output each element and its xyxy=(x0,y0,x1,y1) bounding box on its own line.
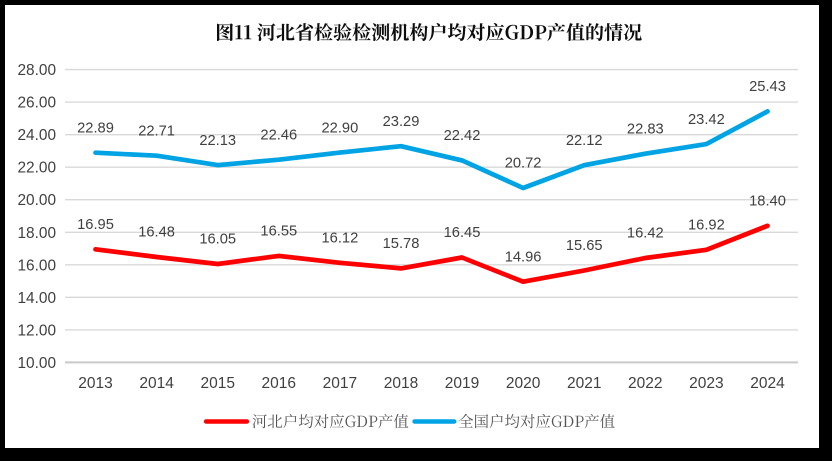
svg-text:26.00: 26.00 xyxy=(17,95,56,112)
svg-text:28.00: 28.00 xyxy=(17,62,56,79)
svg-text:16.48: 16.48 xyxy=(138,225,175,241)
svg-text:22.00: 22.00 xyxy=(17,160,56,177)
svg-text:2022: 2022 xyxy=(628,375,662,392)
svg-text:22.71: 22.71 xyxy=(138,123,175,139)
svg-text:22.83: 22.83 xyxy=(627,121,664,137)
svg-text:22.90: 22.90 xyxy=(322,120,359,136)
svg-text:18.40: 18.40 xyxy=(749,194,786,210)
svg-text:2019: 2019 xyxy=(445,375,479,392)
svg-text:23.29: 23.29 xyxy=(383,114,420,130)
svg-text:2020: 2020 xyxy=(506,375,541,392)
svg-text:16.95: 16.95 xyxy=(77,217,114,233)
svg-text:12.00: 12.00 xyxy=(17,322,56,339)
svg-text:22.13: 22.13 xyxy=(199,133,236,149)
svg-text:25.43: 25.43 xyxy=(749,79,786,95)
svg-text:16.45: 16.45 xyxy=(444,225,481,241)
svg-text:14.96: 14.96 xyxy=(505,249,542,265)
svg-text:2021: 2021 xyxy=(567,375,601,392)
svg-text:2017: 2017 xyxy=(323,375,357,392)
svg-text:2018: 2018 xyxy=(384,375,418,392)
svg-text:24.00: 24.00 xyxy=(17,127,56,144)
svg-text:22.42: 22.42 xyxy=(444,128,481,144)
svg-text:20.72: 20.72 xyxy=(505,156,542,172)
svg-text:16.00: 16.00 xyxy=(17,257,56,274)
svg-text:2014: 2014 xyxy=(139,375,174,392)
svg-text:22.12: 22.12 xyxy=(566,133,603,149)
svg-text:18.00: 18.00 xyxy=(17,225,56,242)
svg-text:2016: 2016 xyxy=(262,375,296,392)
svg-text:20.00: 20.00 xyxy=(17,192,56,209)
svg-text:15.78: 15.78 xyxy=(383,236,420,252)
svg-text:22.89: 22.89 xyxy=(77,120,114,136)
svg-text:16.12: 16.12 xyxy=(322,231,359,247)
svg-text:2024: 2024 xyxy=(750,375,785,392)
svg-text:2013: 2013 xyxy=(78,375,112,392)
svg-text:16.42: 16.42 xyxy=(627,226,664,242)
svg-text:14.00: 14.00 xyxy=(17,290,56,307)
svg-text:10.00: 10.00 xyxy=(17,355,56,372)
svg-text:22.46: 22.46 xyxy=(260,127,297,143)
svg-text:16.05: 16.05 xyxy=(199,232,236,248)
svg-text:23.42: 23.42 xyxy=(688,112,725,128)
svg-text:15.65: 15.65 xyxy=(566,238,603,254)
svg-text:16.55: 16.55 xyxy=(260,224,297,240)
svg-text:2023: 2023 xyxy=(689,375,723,392)
svg-text:2015: 2015 xyxy=(200,375,234,392)
svg-text:16.92: 16.92 xyxy=(688,218,725,234)
